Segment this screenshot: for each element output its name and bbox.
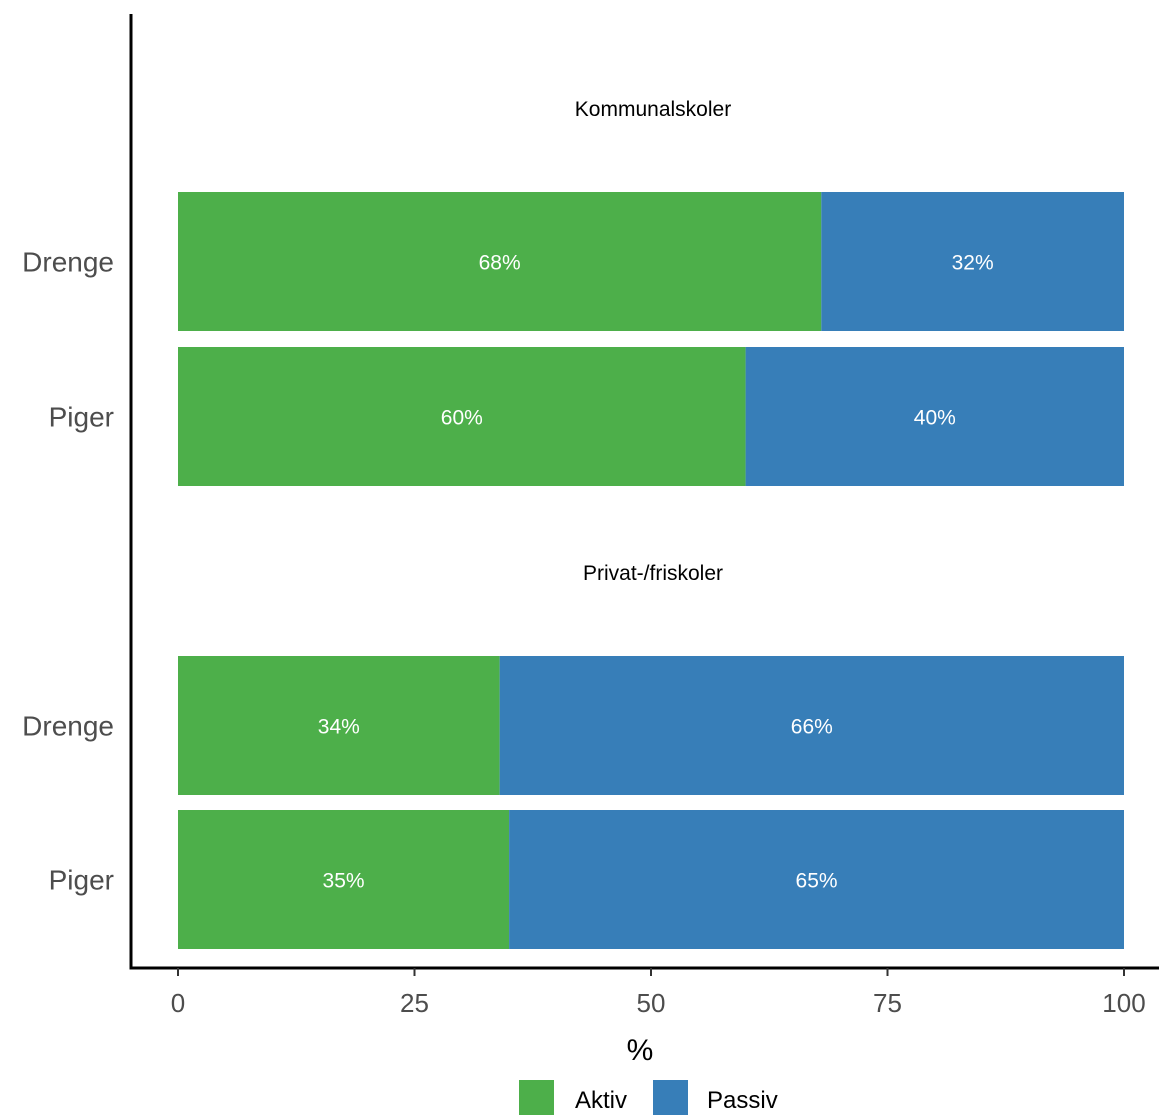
bar-value-label: 34% xyxy=(318,716,360,739)
x-tick-label: 100 xyxy=(1102,988,1145,1018)
legend: Aktiv Passiv xyxy=(519,1080,778,1115)
panel-title: Kommunalskoler xyxy=(575,98,731,121)
x-tick-label: 0 xyxy=(171,988,185,1018)
legend-label: Aktiv xyxy=(575,1087,627,1114)
x-tick-label: 50 xyxy=(637,988,666,1018)
category-label: Drenge xyxy=(22,711,114,742)
legend-label: Passiv xyxy=(707,1087,778,1114)
legend-key-passiv xyxy=(653,1080,688,1115)
category-label: Piger xyxy=(49,402,114,433)
bar-value-label: 35% xyxy=(323,870,365,893)
bar-value-label: 65% xyxy=(796,870,838,893)
x-tick-label: 75 xyxy=(873,988,902,1018)
bar-value-label: 60% xyxy=(441,407,483,430)
x-tick-label: 25 xyxy=(400,988,429,1018)
category-label: Piger xyxy=(49,865,114,896)
category-label: Drenge xyxy=(22,247,114,278)
legend-key-aktiv xyxy=(519,1080,554,1115)
bar-value-label: 68% xyxy=(479,252,521,275)
bar-value-label: 32% xyxy=(952,252,994,275)
x-axis-title: % xyxy=(627,1034,654,1067)
panel-title: Privat-/friskoler xyxy=(583,562,723,585)
bar-value-label: 66% xyxy=(791,716,833,739)
bar-value-label: 40% xyxy=(914,407,956,430)
